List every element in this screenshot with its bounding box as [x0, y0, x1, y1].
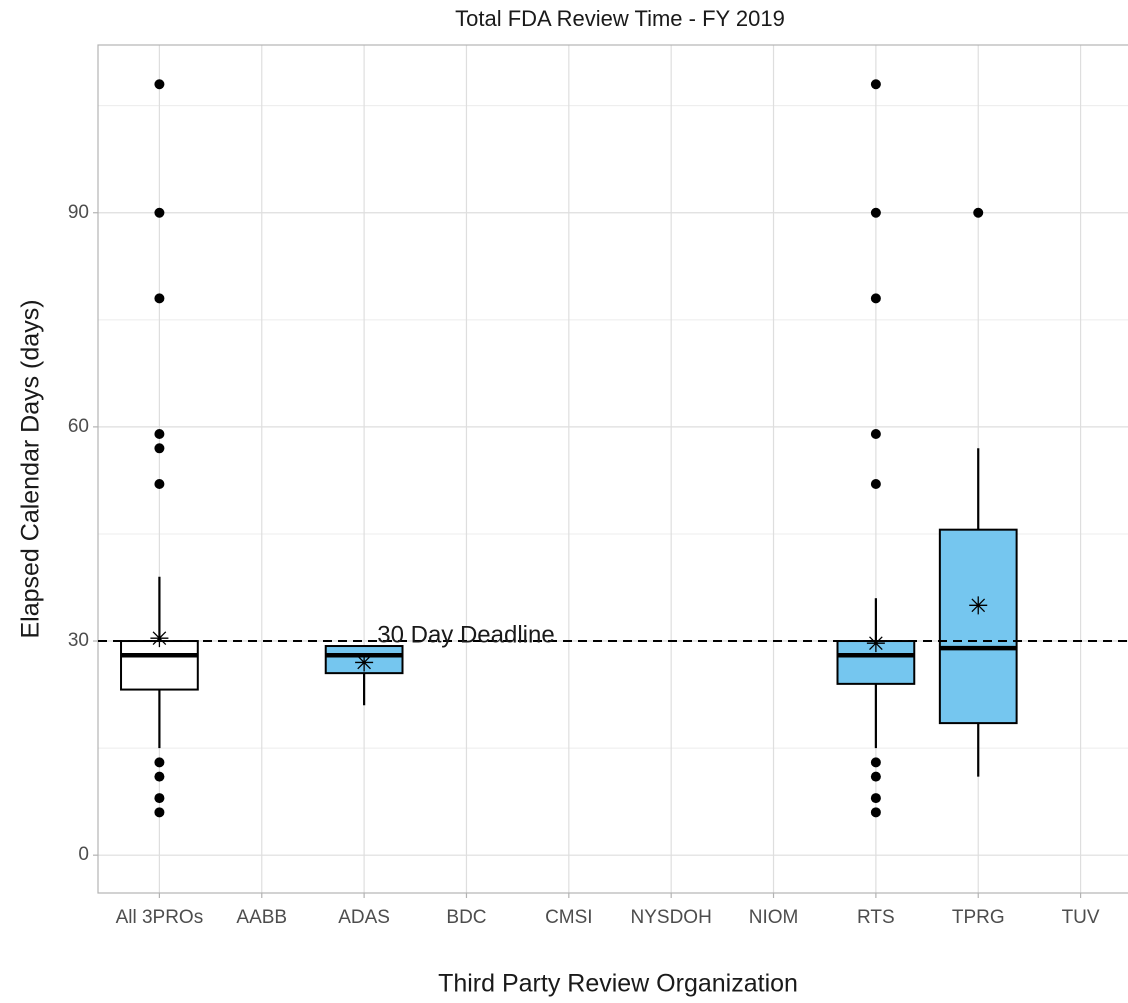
- x-tick-label: RTS: [857, 907, 895, 928]
- outlier: [870, 771, 881, 782]
- outlier: [870, 793, 881, 804]
- mean: [969, 596, 988, 615]
- outlier: [154, 757, 165, 768]
- outlier: [154, 478, 165, 489]
- x-tick-label: All 3PROs: [116, 907, 204, 928]
- outlier: [154, 79, 165, 90]
- box: [120, 640, 199, 691]
- outlier: [870, 293, 881, 304]
- outlier: [154, 771, 165, 782]
- reference-label: 30 Day Deadline: [377, 621, 554, 648]
- chart-title: Total FDA Review Time - FY 2019: [455, 6, 785, 31]
- outlier: [870, 429, 881, 440]
- x-axis-title: Third Party Review Organization: [438, 970, 798, 998]
- panel-border: [97, 44, 1128, 894]
- mean: [866, 634, 885, 653]
- outlier: [973, 207, 984, 218]
- x-tick-label: NIOM: [749, 907, 799, 928]
- outlier: [870, 757, 881, 768]
- y-tick-label: 90: [68, 202, 89, 223]
- outlier: [154, 429, 165, 440]
- outlier: [154, 807, 165, 818]
- mean: [150, 629, 169, 648]
- outlier: [154, 443, 165, 454]
- x-tick-label: CMSI: [545, 907, 593, 928]
- y-tick-label: 30: [68, 630, 89, 651]
- y-tick-label: 60: [68, 416, 89, 437]
- outlier: [870, 79, 881, 90]
- mean: [355, 653, 374, 672]
- x-tick-label: TPRG: [952, 907, 1005, 928]
- outlier: [870, 207, 881, 218]
- x-tick-label: NYSDOH: [631, 907, 712, 928]
- x-tick-label: ADAS: [338, 907, 390, 928]
- outlier: [154, 207, 165, 218]
- x-tick-label: BDC: [446, 907, 486, 928]
- outlier: [154, 293, 165, 304]
- box: [938, 528, 1018, 725]
- y-axis-title: Elapsed Calendar Days (days): [17, 299, 45, 638]
- outlier: [870, 478, 881, 489]
- outlier: [154, 793, 165, 804]
- x-tick-label: TUV: [1062, 907, 1100, 928]
- x-tick-label: AABB: [236, 907, 287, 928]
- y-tick-label: 0: [78, 844, 89, 865]
- outlier: [870, 807, 881, 818]
